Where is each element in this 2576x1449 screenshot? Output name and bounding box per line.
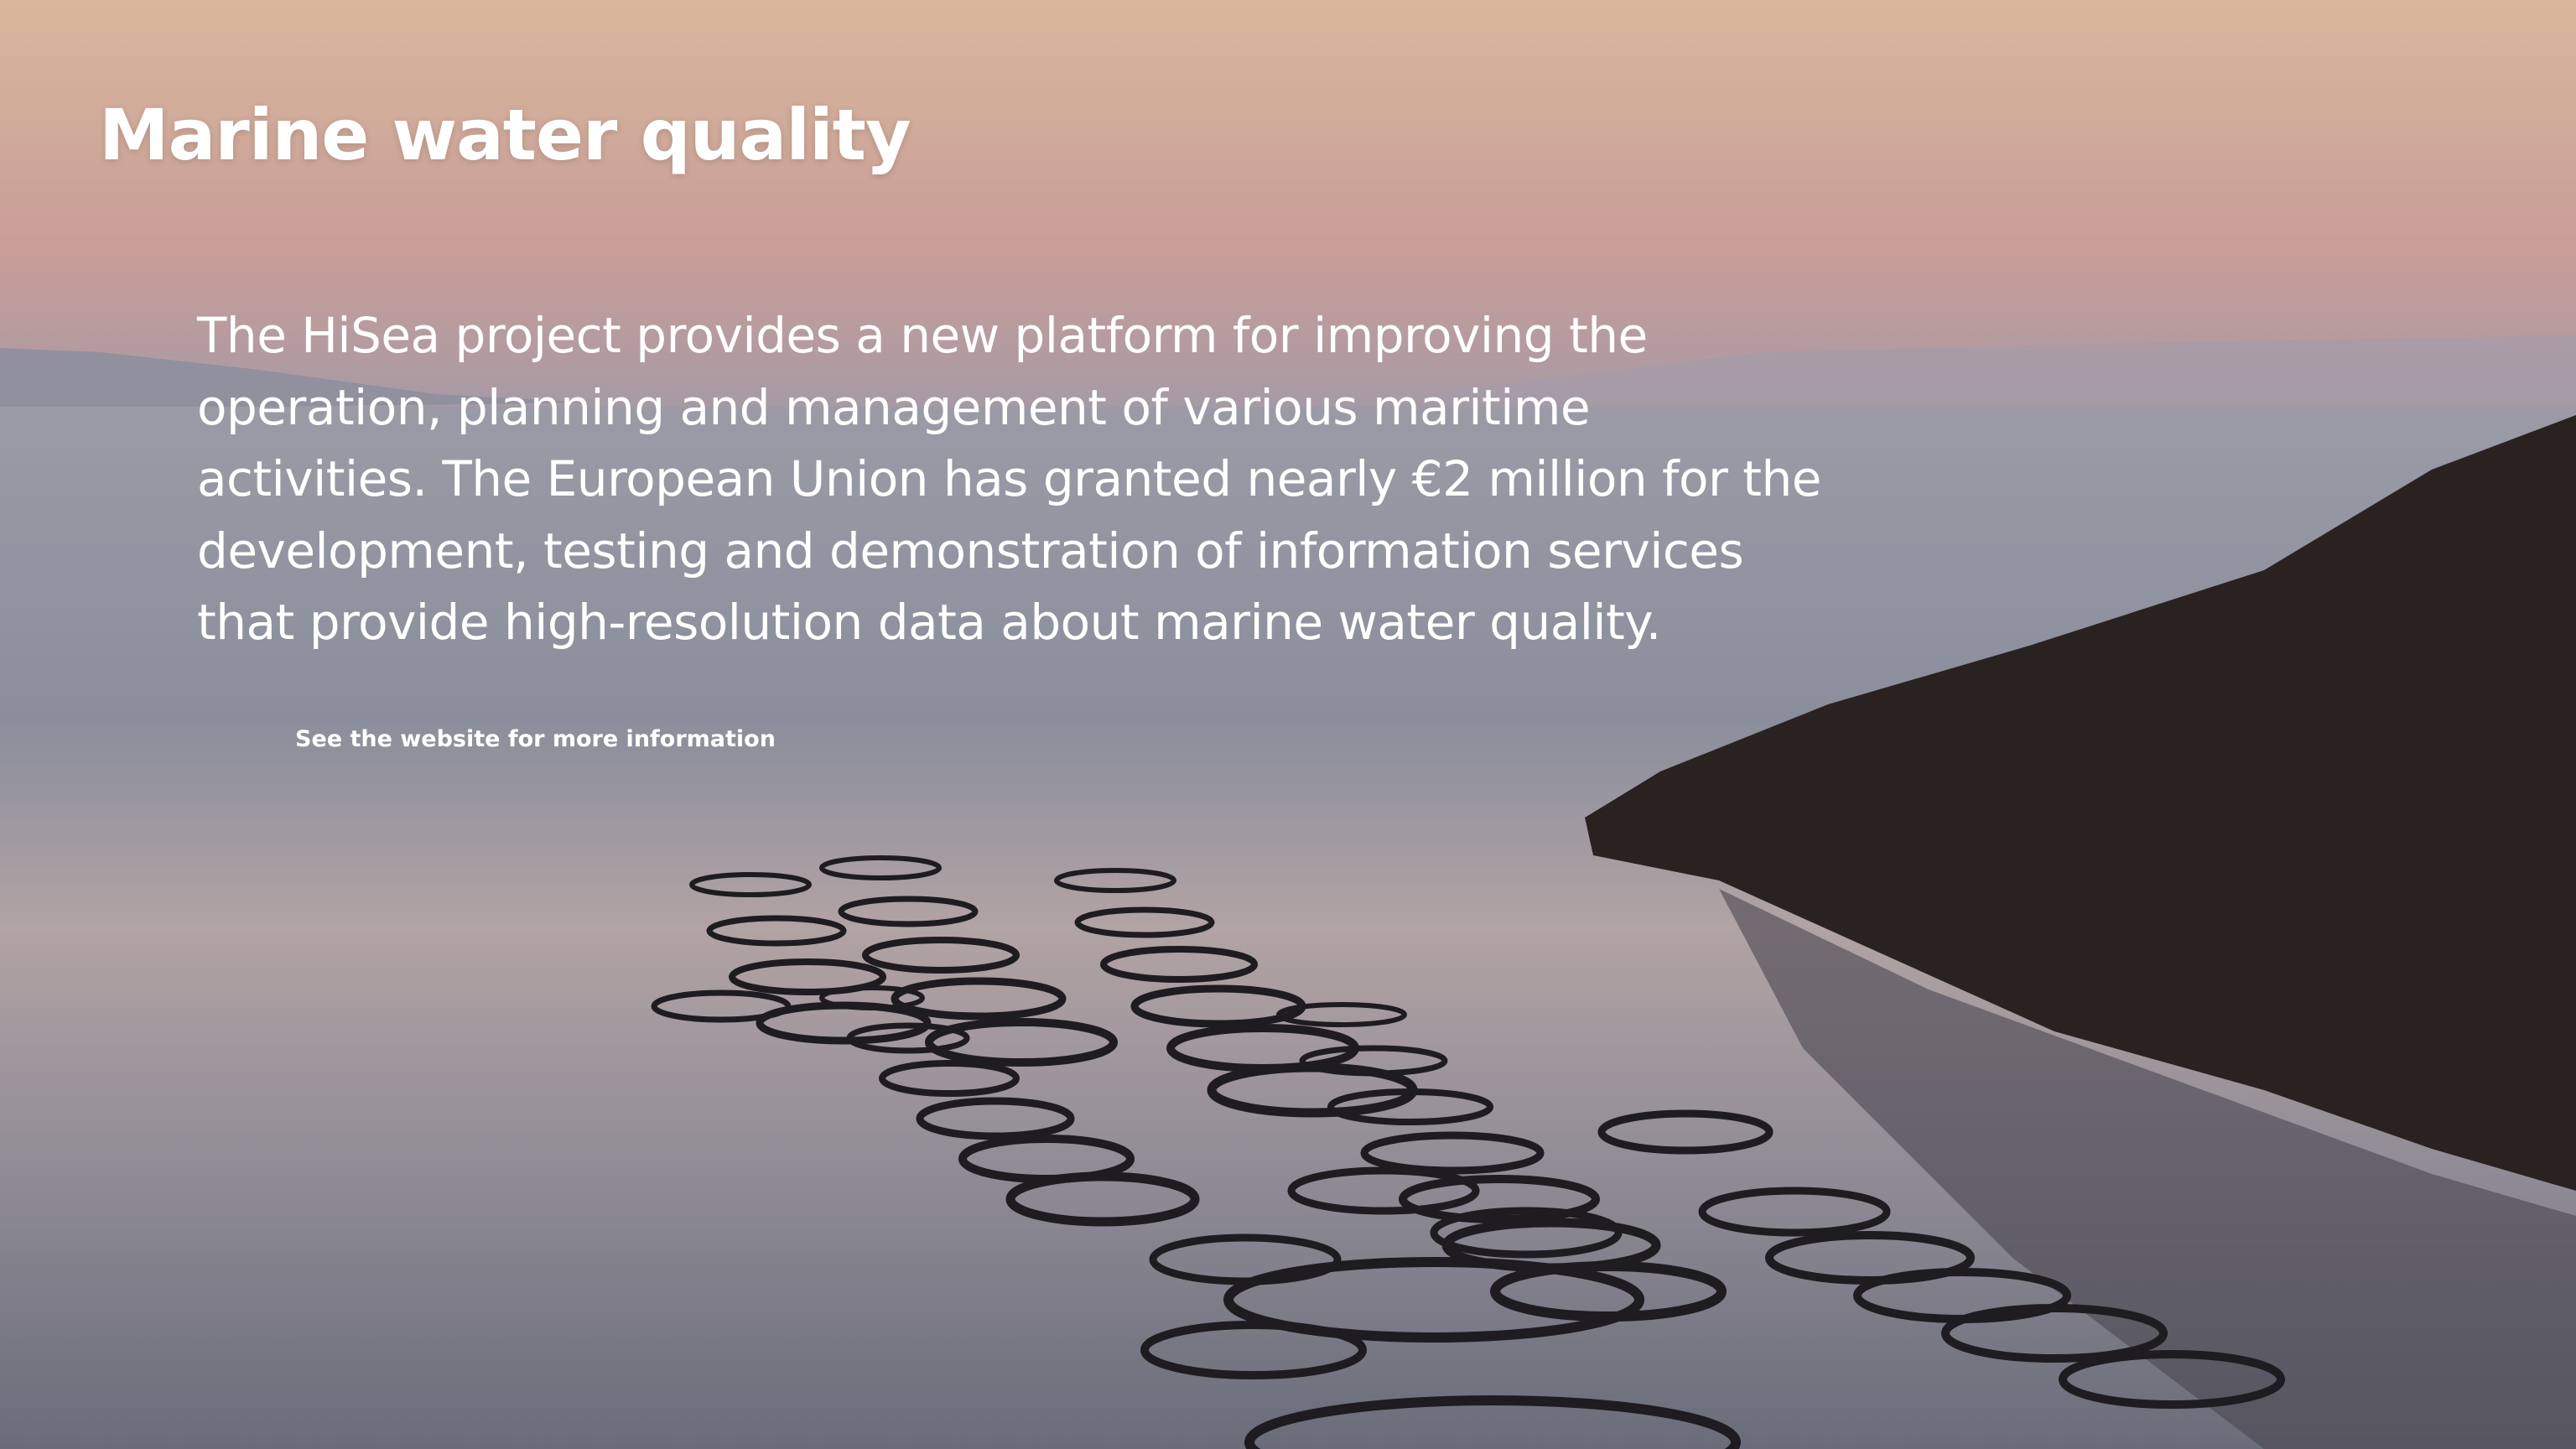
page: Marine water quality {"page": { "title":… bbox=[0, 0, 2576, 1449]
screen: Marine water quality The HiSea project p… bbox=[0, 0, 2576, 1449]
body-line: The HiSea project provides a new platfor… bbox=[197, 300, 1821, 372]
background-photo bbox=[0, 0, 2576, 1449]
website-link[interactable]: See the website for more information bbox=[295, 726, 776, 752]
body-text: The HiSea project provides a new platfor… bbox=[197, 300, 1821, 659]
title: Marine water quality bbox=[99, 94, 911, 176]
body-line: that provide high-resolution data about … bbox=[197, 587, 1821, 659]
body-line: development, testing and demonstration o… bbox=[197, 516, 1821, 588]
body-line: activities. The European Union has grant… bbox=[197, 444, 1821, 516]
body-line: operation, planning and management of va… bbox=[197, 372, 1821, 444]
